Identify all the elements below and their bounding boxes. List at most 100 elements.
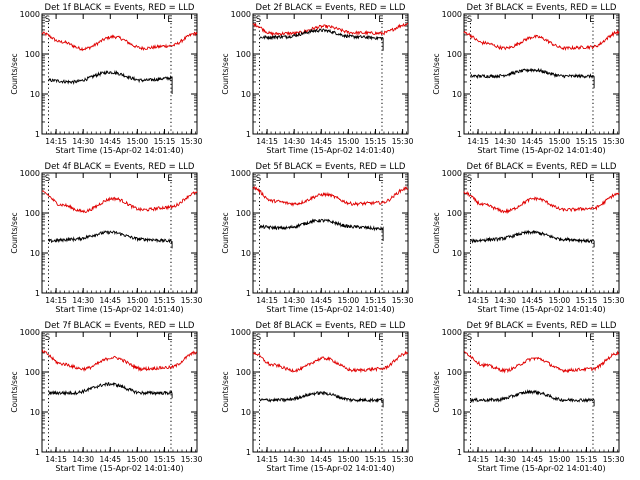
series-events-line <box>470 389 595 407</box>
time-marker-label: S <box>45 174 50 184</box>
series-lld-line <box>252 22 409 37</box>
x-axis-label: Start Time (15-Apr-02 14:01:40) <box>266 146 394 155</box>
plot-frame <box>252 13 409 135</box>
y-tick-label: 100 <box>25 368 40 377</box>
x-axis-label: Start Time (15-Apr-02 14:01:40) <box>266 305 394 314</box>
time-marker-label: E <box>378 15 383 25</box>
x-tick-label: 15:00 <box>127 455 149 464</box>
x-tick-label: 14:45 <box>521 455 543 464</box>
series-lld-line <box>41 190 198 214</box>
y-tick-label: 100 <box>236 368 251 377</box>
y-tick-label: 100 <box>447 209 462 218</box>
y-axis-label: Counts/sec <box>221 212 230 253</box>
x-tick-label: 14:30 <box>72 137 94 146</box>
chart-panel-9f: Det 9f BLACK = Events, RED = LLD 1 10 100 10… <box>432 321 625 473</box>
x-tick-label: 14:30 <box>494 296 516 305</box>
y-tick-label: 1 <box>457 130 462 139</box>
x-tick-label: 15:00 <box>549 137 571 146</box>
y-axis-label: Counts/sec <box>10 53 19 94</box>
x-tick-label: 15:15 <box>365 137 387 146</box>
series-lld-line <box>41 349 198 372</box>
x-tick-label: 14:15 <box>256 137 278 146</box>
x-tick-label: 14:15 <box>256 296 278 305</box>
x-tick-label: 15:30 <box>603 455 625 464</box>
y-tick-label: 1000 <box>231 328 251 337</box>
y-tick-label: 10 <box>30 249 40 258</box>
time-marker-label: E <box>167 174 172 184</box>
time-marker-label: S <box>467 174 472 184</box>
x-tick-label: 15:00 <box>338 137 360 146</box>
time-marker-label: E <box>589 333 594 343</box>
x-tick-label: 15:15 <box>154 455 176 464</box>
y-tick-label: 100 <box>236 209 251 218</box>
x-tick-label: 15:00 <box>127 296 149 305</box>
x-tick-label: 14:45 <box>310 455 332 464</box>
x-axis-label: Start Time (15-Apr-02 14:01:40) <box>477 146 605 155</box>
y-tick-label: 1 <box>457 289 462 298</box>
series-events-line <box>48 230 173 249</box>
y-tick-label: 10 <box>30 90 40 99</box>
x-tick-label: 14:15 <box>467 296 489 305</box>
y-axis-label: Counts/sec <box>10 371 19 412</box>
y-axis-label: Counts/sec <box>432 212 441 253</box>
chart-title: Det 8f BLACK = Events, RED = LLD <box>256 321 406 331</box>
chart-panel-4f: Det 4f BLACK = Events, RED = LLD 1 10 100 10… <box>10 162 203 314</box>
x-tick-label: 14:45 <box>99 137 121 146</box>
time-marker-label: S <box>256 174 261 184</box>
x-tick-label: 14:45 <box>99 296 121 305</box>
x-tick-label: 15:15 <box>365 296 387 305</box>
time-marker-label: S <box>256 15 261 25</box>
x-tick-label: 14:15 <box>467 455 489 464</box>
time-marker-label: E <box>589 15 594 25</box>
y-tick-label: 1000 <box>20 328 40 337</box>
series-events-line <box>259 28 384 51</box>
x-tick-label: 14:15 <box>256 455 278 464</box>
plot-frame <box>41 13 198 135</box>
x-tick-label: 15:30 <box>392 137 414 146</box>
y-tick-label: 1 <box>457 448 462 457</box>
y-tick-label: 1000 <box>231 169 251 178</box>
y-tick-label: 10 <box>241 408 251 417</box>
y-tick-label: 1 <box>246 289 251 298</box>
chart-panel-6f: Det 6f BLACK = Events, RED = LLD 1 10 100 10… <box>432 162 625 314</box>
series-lld-line <box>463 29 620 52</box>
time-marker-label: S <box>45 333 50 343</box>
x-tick-label: 14:15 <box>45 137 67 146</box>
x-tick-label: 14:45 <box>521 137 543 146</box>
y-tick-label: 100 <box>25 50 40 59</box>
y-tick-label: 10 <box>452 408 462 417</box>
x-tick-label: 14:15 <box>467 137 489 146</box>
y-tick-label: 1 <box>35 289 40 298</box>
chart-panel-7f: Det 7f BLACK = Events, RED = LLD 1 10 100 10… <box>10 321 203 473</box>
plot-frame <box>252 331 409 453</box>
series-events-line <box>48 69 173 94</box>
x-tick-label: 14:15 <box>45 296 67 305</box>
time-marker-label: E <box>378 174 383 184</box>
series-events-line <box>470 67 595 89</box>
series-events-line <box>259 390 384 408</box>
y-tick-label: 1 <box>246 448 251 457</box>
x-tick-label: 15:00 <box>338 296 360 305</box>
chart-panel-2f: Det 2f BLACK = Events, RED = LLD 1 10 100 10… <box>221 3 414 155</box>
y-tick-label: 1 <box>35 130 40 139</box>
y-tick-label: 1000 <box>20 169 40 178</box>
x-tick-label: 15:15 <box>154 296 176 305</box>
time-marker-label: S <box>256 333 261 343</box>
y-tick-label: 10 <box>30 408 40 417</box>
series-lld-line <box>41 31 198 52</box>
x-tick-label: 15:00 <box>549 455 571 464</box>
time-marker-label: S <box>45 15 50 25</box>
chart-title: Det 7f BLACK = Events, RED = LLD <box>45 321 195 331</box>
chart-title: Det 5f BLACK = Events, RED = LLD <box>256 162 406 172</box>
chart-title: Det 6f BLACK = Events, RED = LLD <box>467 162 617 172</box>
y-tick-label: 1000 <box>442 10 462 19</box>
x-tick-label: 14:45 <box>521 296 543 305</box>
plot-frame <box>463 13 620 135</box>
chart-panel-3f: Det 3f BLACK = Events, RED = LLD 1 10 100 10… <box>432 3 625 155</box>
x-tick-label: 14:30 <box>72 296 94 305</box>
x-tick-label: 15:00 <box>127 137 149 146</box>
x-tick-label: 14:30 <box>283 296 305 305</box>
x-tick-label: 15:30 <box>181 137 203 146</box>
y-tick-label: 1000 <box>442 328 462 337</box>
